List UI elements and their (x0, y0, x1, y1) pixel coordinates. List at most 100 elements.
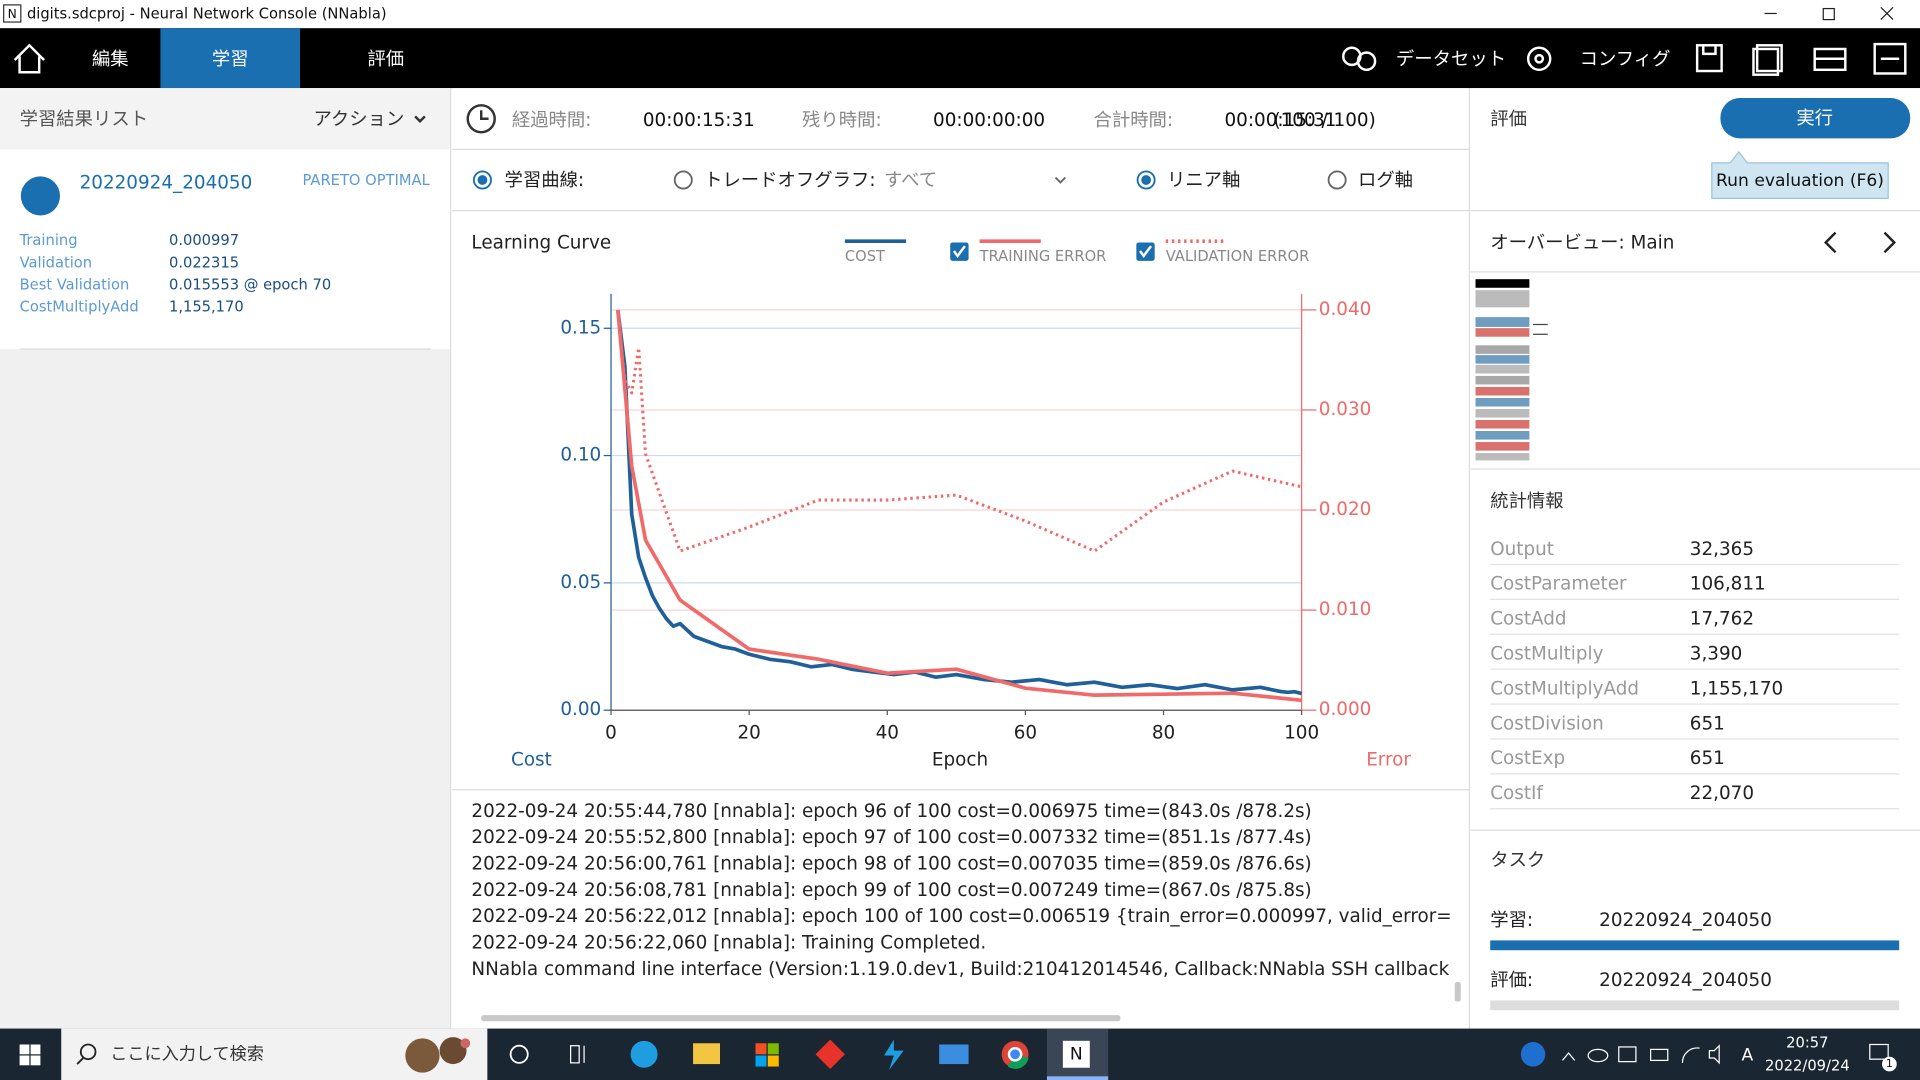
status-label: 残り時間: (802, 110, 882, 131)
edge-icon[interactable] (630, 1040, 658, 1068)
nav-bar (0, 28, 1920, 89)
option-label[interactable]: トレードオフグラフ: (704, 170, 875, 191)
y2-axis-label: Error (1366, 749, 1411, 770)
result-metrics: Training 0.000997 Validation 0.022315 Best V… (19, 232, 332, 315)
nav-tool[interactable]: データセット (1396, 49, 1506, 70)
y-tick-label: 0.15 (560, 317, 601, 338)
result-badge: PARETO OPTIMAL (303, 172, 431, 189)
run-button-label[interactable]: 実行 (1796, 108, 1833, 129)
clock-icon (466, 104, 496, 134)
tray-icons[interactable] (1561, 1044, 1720, 1065)
window-controls[interactable] (1764, 6, 1894, 21)
option-label[interactable]: リニア軸 (1167, 170, 1240, 191)
status-label: 合計時間: (1093, 110, 1173, 131)
log-line: 2022-09-24 20:56:22,012 [nnabla]: epoch … (471, 906, 1527, 927)
evaluation-panel (1470, 88, 1920, 1029)
home-button[interactable] (13, 43, 45, 74)
cortana[interactable] (509, 1044, 529, 1064)
series-line (616, 313, 1302, 553)
clock-time[interactable]: 20:57 (1786, 1034, 1828, 1051)
nav-tool[interactable]: コンフィグ (1580, 49, 1671, 70)
search-text[interactable]: ここに入力して検索 (110, 1044, 264, 1064)
nnc-icon[interactable] (1062, 1040, 1090, 1068)
action-menu[interactable]: アクション (313, 109, 404, 130)
x-axis-label: Epoch (932, 749, 988, 770)
store-icon[interactable] (755, 1043, 779, 1067)
status-value: 00:00:15:31 (1224, 110, 1336, 131)
log-line: 2022-09-24 20:56:22,060 [nnabla]: Traini… (471, 932, 986, 953)
legend-label: COST (845, 248, 886, 265)
task-value: 20220924_204050 (1599, 910, 1772, 931)
radio-linear[interactable] (1136, 170, 1156, 190)
window-title: digits.sdcproj - Neural Network Console … (27, 6, 387, 23)
app-icon[interactable] (884, 1039, 904, 1071)
stat-label: Output (1490, 539, 1554, 560)
tasks-title: タスク (1490, 850, 1545, 871)
nav-icons[interactable] (1342, 42, 1907, 76)
nav-tab[interactable]: 学習 (212, 49, 249, 70)
start-button[interactable] (19, 1044, 41, 1066)
h-scrollbar[interactable] (481, 1015, 1121, 1022)
filter-select[interactable]: すべて (884, 170, 937, 191)
active-tab[interactable] (160, 28, 300, 89)
x-tick-label: 40 (876, 722, 899, 743)
clock-date[interactable]: 2022/09/24 (1765, 1058, 1850, 1075)
x-tick-label: 100 (1284, 722, 1319, 743)
stat-label: CostMultiplyAdd (1490, 678, 1639, 699)
legend-label: VALIDATION ERROR (1166, 248, 1310, 265)
run-button[interactable] (1720, 97, 1911, 139)
tooltip-text: Run evaluation (F6) (1716, 171, 1884, 191)
log-line: 2022-09-24 20:55:52,800 [nnabla]: epoch … (471, 827, 1311, 848)
nav-tab[interactable]: 評価 (367, 49, 404, 70)
stat-label: CostExp (1490, 748, 1565, 769)
results-header (0, 88, 451, 150)
nnc-icon-letter: N (1070, 1044, 1083, 1064)
legend-label: TRAINING ERROR (979, 248, 1107, 265)
search-icon (79, 1043, 97, 1061)
dropdown-arrow[interactable] (1054, 176, 1066, 184)
radio-log[interactable] (1327, 170, 1347, 190)
notification-icon[interactable] (1869, 1043, 1889, 1060)
radio-learning-curve[interactable] (472, 170, 492, 190)
y2-tick-label: 0.000 (1319, 699, 1372, 720)
metric-value: 0.015553 @ epoch 70 (169, 276, 331, 293)
notification-badge (1882, 1056, 1897, 1072)
stat-label: CostAdd (1490, 609, 1566, 630)
task-progress (1490, 940, 1900, 951)
nav-tab[interactable]: 編集 (92, 49, 129, 70)
result-name[interactable]: 20220924_204050 (80, 173, 253, 194)
option-label[interactable]: ログ軸 (1358, 170, 1413, 191)
task-progress (1490, 1000, 1900, 1011)
metric-value: 0.000997 (169, 232, 239, 249)
y2-tick-label: 0.020 (1319, 499, 1372, 520)
result-card[interactable] (0, 149, 451, 349)
overview-nav[interactable] (1823, 231, 1897, 254)
radio-tradeoff[interactable] (673, 170, 693, 190)
evaluation-title: 評価 (1490, 109, 1527, 130)
notification-count: 1 (1886, 1057, 1893, 1070)
dropdown-arrow[interactable] (414, 115, 426, 123)
stat-value: 1,155,170 (1690, 678, 1783, 699)
help-icon[interactable] (1520, 1042, 1546, 1067)
stat-value: 17,762 (1690, 609, 1754, 630)
option-label[interactable]: 学習曲線: (504, 170, 584, 191)
metric-label: Validation (20, 254, 93, 271)
stat-value: 651 (1690, 748, 1725, 769)
task-label: 評価: (1490, 970, 1533, 991)
ime-indicator[interactable]: A (1741, 1046, 1753, 1066)
y-tick-label: 0.10 (560, 445, 601, 466)
mail-icon[interactable] (939, 1044, 969, 1065)
tooltip (1711, 150, 1889, 199)
series-line (616, 310, 1303, 696)
metric-value: 0.022315 (169, 254, 239, 271)
y-tick-label: 0.00 (560, 699, 601, 720)
metric-label: CostMultiplyAdd (20, 298, 139, 315)
task-view[interactable] (570, 1045, 585, 1064)
explorer-icon[interactable] (693, 1043, 720, 1065)
chrome-icon[interactable] (1001, 1040, 1029, 1069)
search-icon (76, 1057, 84, 1065)
v-scrollbar[interactable] (1454, 982, 1461, 1002)
stats-table: Output 32,365 CostParameter 106,811 CostAdd 1… (1490, 539, 1900, 810)
result-status (20, 176, 60, 216)
y2-tick-label: 0.030 (1319, 399, 1372, 420)
